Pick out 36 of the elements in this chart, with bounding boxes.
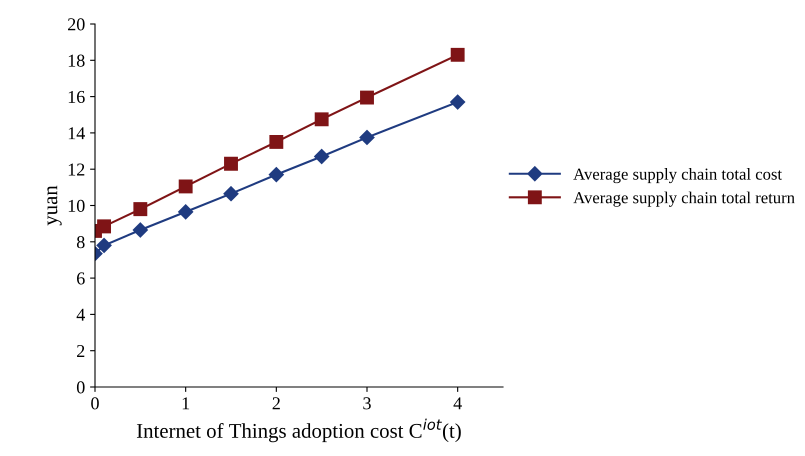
point bbox=[314, 112, 329, 126]
point bbox=[133, 202, 148, 216]
y-tick-label: 20 bbox=[68, 18, 85, 30]
y-tick-label: 6 bbox=[77, 272, 85, 285]
x-axis-title: Internet of Things adoption cost C$^{iot}$(t) bbox=[136, 418, 461, 442]
y-tick-label: 18 bbox=[68, 54, 85, 67]
point bbox=[359, 130, 375, 146]
x-tick-label: 2 bbox=[272, 397, 280, 410]
point bbox=[224, 156, 238, 171]
y-tick-label: 16 bbox=[68, 90, 85, 104]
y-tick-label: 8 bbox=[76, 236, 85, 248]
y-tick-label: 12 bbox=[68, 164, 84, 176]
point bbox=[96, 238, 112, 253]
x-tick-label: 0 bbox=[91, 397, 99, 410]
point bbox=[450, 94, 466, 110]
x-tick-label: 1 bbox=[182, 397, 190, 410]
point bbox=[97, 219, 112, 234]
legend-label: Average supply chain total return bbox=[573, 192, 795, 207]
y-tick-label: 10 bbox=[68, 200, 85, 212]
y-axis-title: yuan bbox=[47, 186, 62, 226]
y-tick-label: 4 bbox=[76, 308, 85, 321]
y-tick-label: 0 bbox=[76, 381, 85, 394]
x-tick-label: 3 bbox=[363, 397, 371, 410]
point bbox=[360, 90, 374, 104]
x-tick-label: 4 bbox=[454, 397, 462, 410]
point bbox=[178, 180, 193, 194]
point bbox=[269, 135, 284, 149]
point bbox=[132, 222, 148, 238]
y-tick-label: 14 bbox=[68, 127, 85, 140]
y-tick-label: 2 bbox=[77, 345, 84, 357]
point bbox=[178, 204, 194, 220]
point bbox=[223, 186, 239, 202]
point bbox=[314, 148, 330, 164]
legend-label: Average supply chain total cost bbox=[573, 168, 782, 184]
point bbox=[268, 167, 284, 182]
point bbox=[450, 48, 465, 62]
